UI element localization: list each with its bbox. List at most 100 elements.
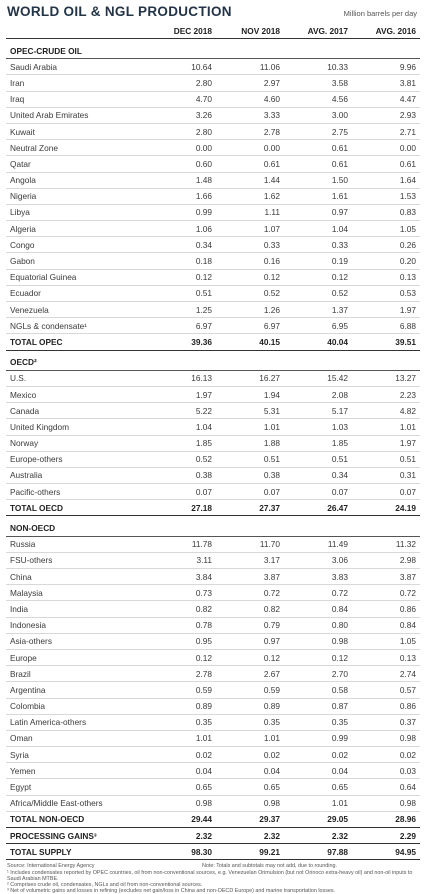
value-cell: 3.81 xyxy=(352,74,420,92)
row-label: Colombia xyxy=(6,698,148,715)
value-cell: 6.97 xyxy=(216,317,284,335)
note: Note: Totals and subtotals may not add, … xyxy=(201,863,337,870)
value-cell: 0.07 xyxy=(216,483,284,501)
column-header: DEC 2018 xyxy=(148,24,216,39)
section-header: OPEC-CRUDE OIL xyxy=(6,38,420,60)
row-label: Neutral Zone xyxy=(6,139,148,157)
value-cell: 3.17 xyxy=(216,552,284,570)
value-cell: 27.18 xyxy=(148,499,216,517)
value-cell: 0.64 xyxy=(352,778,420,796)
value-cell: 1.97 xyxy=(352,435,420,452)
data-row: Oman 1.01 1.01 0.99 0.98 xyxy=(6,730,420,748)
row-label: Saudi Arabia xyxy=(6,58,148,76)
value-cell: 0.61 xyxy=(352,155,420,173)
value-cell: 0.18 xyxy=(148,252,216,270)
data-row: Qatar 0.60 0.61 0.61 0.61 xyxy=(6,155,420,173)
value-cell: 0.99 xyxy=(148,204,216,222)
value-cell: 0.52 xyxy=(216,285,284,303)
value-cell: 11.49 xyxy=(284,536,352,553)
row-label: India xyxy=(6,600,148,618)
section-title: OECD² xyxy=(6,350,420,371)
value-cell: 0.00 xyxy=(216,139,284,157)
value-cell: 0.12 xyxy=(216,649,284,667)
value-cell: 0.00 xyxy=(352,139,420,157)
value-cell: 0.04 xyxy=(148,762,216,780)
data-row: Egypt 0.65 0.65 0.65 0.64 xyxy=(6,778,420,796)
value-cell: 1.01 xyxy=(216,418,284,436)
row-label: TOTAL OECD xyxy=(6,499,148,517)
value-cell: 0.84 xyxy=(352,617,420,634)
footnotes: Source: International Energy Agency Note… xyxy=(0,860,425,894)
row-label: Angola xyxy=(6,172,148,189)
row-label: Congo xyxy=(6,236,148,254)
value-cell: 1.25 xyxy=(148,301,216,319)
value-cell: 0.58 xyxy=(284,681,352,699)
value-cell: 3.87 xyxy=(352,568,420,586)
data-row: Europe-others 0.52 0.51 0.51 0.51 xyxy=(6,451,420,468)
data-row: Syria 0.02 0.02 0.02 0.02 xyxy=(6,746,420,764)
value-cell: 4.60 xyxy=(216,91,284,108)
row-label: Argentina xyxy=(6,681,148,699)
data-row: Asia-others 0.95 0.97 0.98 1.05 xyxy=(6,633,420,650)
row-label: Asia-others xyxy=(6,633,148,650)
data-row: Neutral Zone 0.00 0.00 0.61 0.00 xyxy=(6,139,420,157)
row-label: Syria xyxy=(6,746,148,764)
value-cell: 0.61 xyxy=(284,139,352,157)
value-cell: 0.59 xyxy=(216,681,284,699)
value-cell: 10.33 xyxy=(284,58,352,76)
value-cell: 11.06 xyxy=(216,58,284,76)
row-label: Ecuador xyxy=(6,285,148,303)
data-row: Indonesia 0.78 0.79 0.80 0.84 xyxy=(6,617,420,634)
value-cell: 28.96 xyxy=(352,810,420,829)
value-cell: 0.98 xyxy=(216,795,284,812)
value-cell: 1.50 xyxy=(284,172,352,189)
value-cell: 1.05 xyxy=(352,633,420,650)
value-cell: 4.56 xyxy=(284,91,352,108)
value-cell: 0.38 xyxy=(148,467,216,485)
value-cell: 2.32 xyxy=(216,827,284,845)
value-cell: 2.80 xyxy=(148,74,216,92)
unit: Million barrels per day xyxy=(343,9,417,18)
value-cell: 0.19 xyxy=(284,252,352,270)
data-row: FSU-others 3.11 3.17 3.06 2.98 xyxy=(6,552,420,570)
value-cell: 3.58 xyxy=(284,74,352,92)
value-cell: 39.36 xyxy=(148,333,216,351)
section-title: NON-OECD xyxy=(6,515,420,537)
row-label: Latin America-others xyxy=(6,714,148,731)
value-cell: 0.51 xyxy=(216,451,284,468)
row-label: China xyxy=(6,568,148,586)
data-row: Australia 0.38 0.38 0.34 0.31 xyxy=(6,467,420,485)
value-cell: 6.97 xyxy=(148,317,216,335)
value-cell: 3.83 xyxy=(284,568,352,586)
data-row: Kuwait 2.80 2.78 2.75 2.71 xyxy=(6,123,420,141)
value-cell: 0.73 xyxy=(148,584,216,602)
value-cell: 1.37 xyxy=(284,301,352,319)
row-label: Pacific-others xyxy=(6,483,148,501)
value-cell: 2.93 xyxy=(352,107,420,124)
value-cell: 0.51 xyxy=(148,285,216,303)
data-row: Russia 11.78 11.70 11.49 11.32 xyxy=(6,536,420,553)
value-cell: 2.70 xyxy=(284,665,352,683)
data-row: Iran 2.80 2.97 3.58 3.81 xyxy=(6,74,420,92)
value-cell: 0.00 xyxy=(148,139,216,157)
value-cell: 1.97 xyxy=(148,386,216,404)
row-label: Libya xyxy=(6,204,148,222)
value-cell: 9.96 xyxy=(352,58,420,76)
value-cell: 0.12 xyxy=(284,649,352,667)
value-cell: 2.78 xyxy=(216,123,284,141)
value-cell: 0.65 xyxy=(148,778,216,796)
value-cell: 1.48 xyxy=(148,172,216,189)
value-cell: 2.67 xyxy=(216,665,284,683)
value-cell: 0.86 xyxy=(352,698,420,715)
value-cell: 39.51 xyxy=(352,333,420,351)
value-cell: 0.04 xyxy=(284,762,352,780)
value-cell: 3.87 xyxy=(216,568,284,586)
value-cell: 3.00 xyxy=(284,107,352,124)
value-cell: 0.51 xyxy=(284,451,352,468)
value-cell: 0.86 xyxy=(352,600,420,618)
value-cell: 1.06 xyxy=(148,220,216,238)
row-label: Russia xyxy=(6,536,148,553)
footnote: ³ Net of volumetric gains and losses in … xyxy=(7,888,336,894)
value-cell: 11.32 xyxy=(352,536,420,553)
value-cell: 1.26 xyxy=(216,301,284,319)
